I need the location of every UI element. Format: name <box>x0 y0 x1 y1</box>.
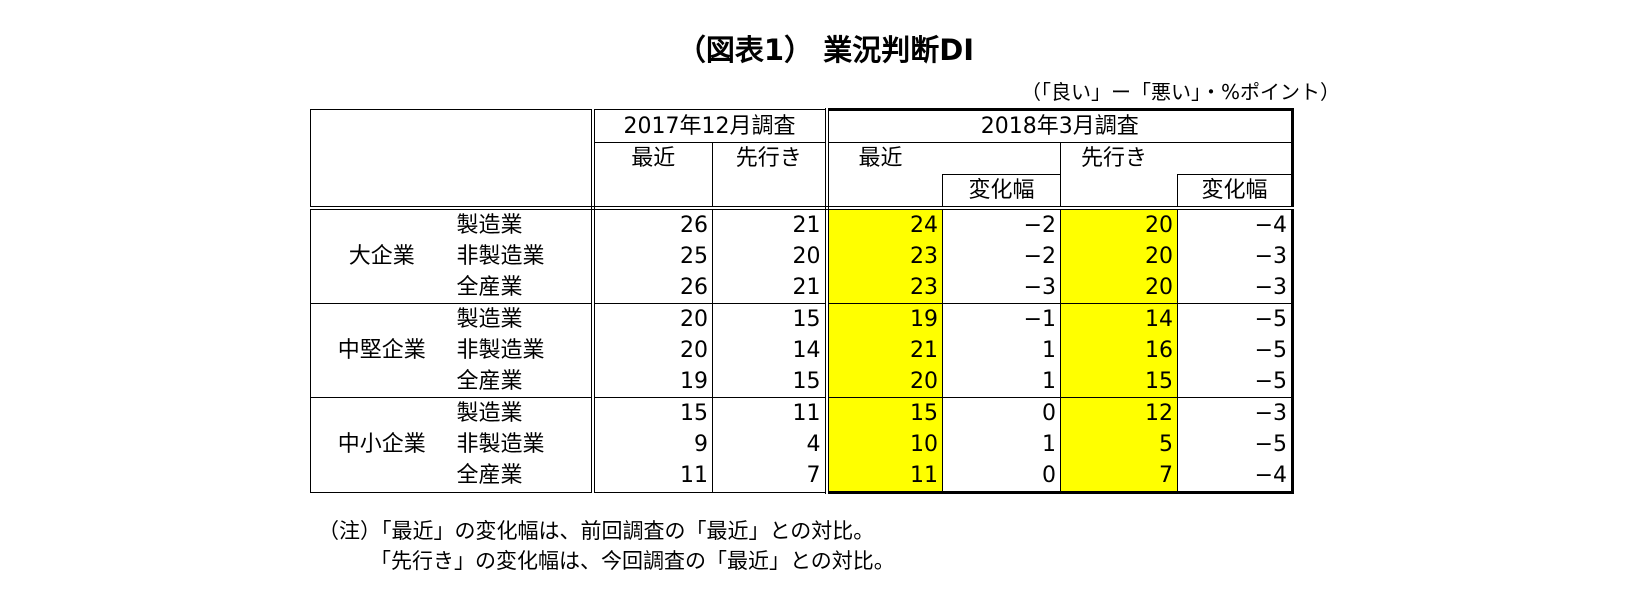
curr-outlook-change-value: −3 <box>1177 271 1294 303</box>
prev-outlook-value: 20 <box>712 240 829 272</box>
prev-recent-value: 20 <box>592 334 713 366</box>
prev-recent-value: 25 <box>592 240 713 272</box>
header-prev-recent: 最近 <box>592 142 713 210</box>
table-row: 大企業 製造業 26 21 24 −2 20 −4 <box>310 205 1294 303</box>
curr-recent-change-value: 1 <box>942 365 1061 397</box>
header-row-2: 最近 先行き 最近 先行き <box>311 142 1294 210</box>
header-curr-recent-blank2 <box>825 174 943 210</box>
curr-outlook-change-value: −3 <box>1177 396 1294 429</box>
header-curr-recent: 最近 <box>825 142 943 174</box>
business-conditions-table: 2017年12月調査 2018年3月調査 最近 先行き 最近 先行き 変化幅 変… <box>310 108 1294 494</box>
header-row-3: 変化幅 変化幅 <box>311 173 1294 210</box>
prev-outlook-value: 21 <box>712 271 829 303</box>
curr-recent-value: 24 <box>825 205 943 241</box>
curr-recent-value: 20 <box>825 365 943 397</box>
header-curr-outlook-blank <box>1177 142 1294 174</box>
industry-label: 非製造業 <box>452 334 595 366</box>
curr-outlook-change-value: −5 <box>1177 302 1294 335</box>
table-row: 非製造業 25 20 23 −2 20 −3 <box>311 240 1294 272</box>
industry-label: 製造業 <box>452 205 595 241</box>
curr-outlook-change-value: −3 <box>1177 240 1294 272</box>
table-row: 全産業 11 7 11 0 7 −4 <box>311 459 1294 494</box>
prev-outlook-value: 15 <box>712 302 829 335</box>
curr-outlook-value: 7 <box>1060 459 1178 494</box>
curr-outlook-value: 14 <box>1060 302 1178 335</box>
curr-outlook-value: 20 <box>1060 271 1178 303</box>
curr-recent-change-value: −2 <box>942 240 1061 272</box>
header-curr-recent-change: 変化幅 <box>942 173 1061 210</box>
curr-recent-value: 21 <box>825 334 943 366</box>
prev-recent-value: 15 <box>592 396 713 429</box>
footnote-line-2: 「先行き」の変化幅は、今回調査の「最近」との対比。 <box>370 549 895 573</box>
group-label: 中小企業 <box>310 396 453 493</box>
curr-recent-value: 10 <box>825 428 943 460</box>
header-survey-prev: 2017年12月調査 <box>592 109 829 143</box>
prev-recent-value: 26 <box>592 205 713 241</box>
curr-outlook-change-value: −5 <box>1177 365 1294 397</box>
prev-recent-value: 26 <box>592 271 713 303</box>
curr-recent-value: 23 <box>825 240 943 272</box>
curr-outlook-change-value: −4 <box>1177 205 1294 241</box>
group-label: 大企業 <box>310 205 453 303</box>
curr-recent-change-value: 0 <box>942 459 1061 494</box>
curr-recent-change-value: 1 <box>942 334 1061 366</box>
curr-recent-change-value: −1 <box>942 302 1061 335</box>
industry-label: 非製造業 <box>452 240 595 272</box>
header-curr-recent-blank <box>943 143 1061 175</box>
table-row: 全産業 26 21 23 −3 20 −3 <box>311 271 1294 303</box>
curr-outlook-change-value: −5 <box>1177 428 1294 460</box>
industry-label: 全産業 <box>452 459 595 493</box>
header-row-1: 2017年12月調査 2018年3月調査 <box>310 108 1294 210</box>
curr-recent-change-value: −3 <box>942 271 1061 303</box>
curr-recent-value: 19 <box>825 302 943 335</box>
header-survey-curr: 2018年3月調査 <box>825 108 1294 143</box>
header-prev-outlook: 先行き <box>712 142 829 210</box>
curr-outlook-value: 16 <box>1060 334 1178 366</box>
curr-outlook-value: 20 <box>1060 205 1178 241</box>
industry-label: 製造業 <box>452 396 595 429</box>
prev-outlook-value: 7 <box>712 459 829 493</box>
industry-label: 全産業 <box>452 365 595 397</box>
curr-outlook-value: 20 <box>1060 240 1178 272</box>
header-corner <box>310 109 595 210</box>
curr-recent-value: 11 <box>825 459 943 494</box>
unit-label: （「良い」ー「悪い」・%ポイント） <box>1020 80 1340 104</box>
footnotes: （注）「最近」の変化幅は、前回調査の「最近」との対比。 「先行き」の変化幅は、今… <box>318 516 895 576</box>
prev-recent-value: 9 <box>592 428 713 460</box>
table-row: 非製造業 9 4 10 1 5 −5 <box>311 428 1294 460</box>
prev-outlook-value: 14 <box>712 334 829 366</box>
prev-recent-value: 11 <box>592 459 713 493</box>
industry-label: 非製造業 <box>452 428 595 460</box>
curr-recent-change-value: 0 <box>942 396 1061 429</box>
footnote-line-1: （注）「最近」の変化幅は、前回調査の「最近」との対比。 <box>318 519 875 543</box>
prev-recent-value: 19 <box>592 365 713 397</box>
table-row: 全産業 19 15 20 1 15 −5 <box>311 365 1294 397</box>
curr-recent-change-value: −2 <box>942 205 1061 241</box>
industry-label: 製造業 <box>452 302 595 335</box>
table-row: 中小企業 製造業 15 11 15 0 12 −3 <box>310 396 1294 493</box>
industry-label: 全産業 <box>452 271 595 303</box>
prev-outlook-value: 21 <box>712 205 829 241</box>
curr-recent-value: 23 <box>825 271 943 303</box>
curr-outlook-change-value: −5 <box>1177 334 1294 366</box>
curr-recent-change-value: 1 <box>942 428 1061 460</box>
curr-outlook-value: 15 <box>1060 365 1178 397</box>
header-curr-outlook: 先行き <box>1060 142 1178 174</box>
figure-title: （図表1） 業況判断DI <box>676 33 975 67</box>
prev-outlook-value: 15 <box>712 365 829 397</box>
prev-outlook-value: 4 <box>712 428 829 460</box>
header-curr-outlook-change: 変化幅 <box>1177 173 1294 210</box>
table-row: 中堅企業 製造業 20 15 19 −1 14 −5 <box>310 302 1294 397</box>
curr-outlook-value: 5 <box>1060 428 1178 460</box>
header-curr-outlook-blank2 <box>1060 174 1178 210</box>
table-row: 非製造業 20 14 21 1 16 −5 <box>311 334 1294 366</box>
group-label: 中堅企業 <box>310 302 453 397</box>
curr-recent-value: 15 <box>825 396 943 429</box>
prev-outlook-value: 11 <box>712 396 829 429</box>
curr-outlook-value: 12 <box>1060 396 1178 429</box>
prev-recent-value: 20 <box>592 302 713 335</box>
curr-outlook-change-value: −4 <box>1177 459 1294 494</box>
